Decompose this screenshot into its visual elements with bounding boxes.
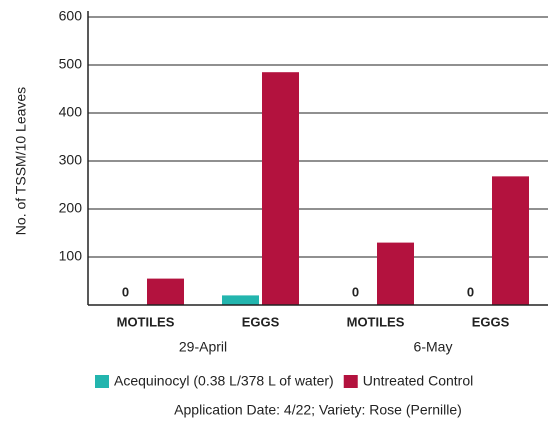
y-tick-label: 500 [59, 56, 83, 72]
bar [262, 72, 299, 305]
x-tick-label: EGGS [242, 314, 280, 329]
legend-label: Acequinocyl (0.38 L/378 L of water) [114, 373, 334, 389]
legend-swatch [343, 375, 358, 388]
value-label: 0 [352, 284, 359, 299]
bar [147, 278, 184, 305]
x-tick-label: MOTILES [347, 314, 405, 329]
group-label: 29-April [179, 339, 227, 355]
value-label: 0 [467, 284, 474, 299]
note: Application Date: 4/22; Variety: Rose (P… [174, 402, 462, 418]
group-label: 6-May [414, 339, 453, 355]
y-tick-label: 400 [59, 104, 83, 120]
value-label: 0 [122, 284, 129, 299]
x-tick-label: MOTILES [117, 314, 175, 329]
bar [377, 242, 414, 305]
y-tick-label: 300 [59, 152, 83, 168]
bar [492, 176, 529, 305]
legend-swatch [95, 375, 109, 388]
y-axis-label: No. of TSSM/10 Leaves [13, 87, 29, 235]
bar [222, 295, 259, 305]
legend-label: Untreated Control [363, 373, 474, 389]
y-tick-label: 600 [59, 8, 83, 24]
x-tick-label: EGGS [472, 314, 510, 329]
y-tick-label: 200 [59, 200, 83, 216]
y-tick-label: 100 [59, 248, 83, 264]
